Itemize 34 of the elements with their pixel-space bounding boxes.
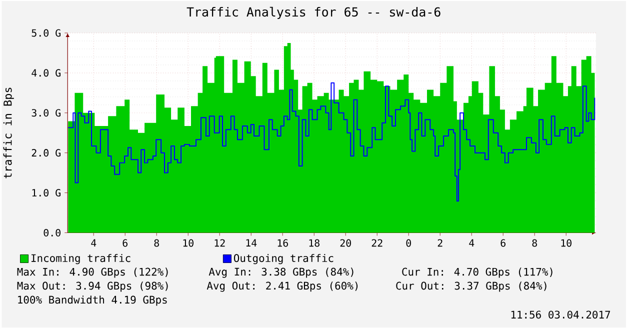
x-tick-label: 4 [469, 239, 474, 247]
y-tick-label: 4.0 G [32, 69, 60, 77]
text: 11:56 03.04.2017 [511, 310, 610, 319]
x-tick-label: 2 [438, 239, 442, 247]
x-tick-label: 0 [406, 239, 411, 247]
text: Avg In: 3.38 GBps (84%) [208, 268, 354, 278]
chart-title: Traffic Analysis for 65 -- sw-da-6 [186, 7, 440, 20]
text: Max In: 4.90 GBps (122%) [17, 268, 168, 278]
y-tick-label: 1.0 G [32, 189, 60, 197]
x-tick-label: 22 [372, 239, 382, 247]
text: Avg Out: 2.41 GBps (60%) [206, 282, 358, 292]
legend-label: Outgoing traffic [234, 254, 334, 264]
text: Max Out: 3.94 GBps (98%) [17, 282, 168, 292]
y-tick-label: 0.0 [44, 229, 60, 237]
x-tick-label: 18 [309, 239, 320, 247]
x-tick-label: 14 [246, 239, 257, 247]
x-tick-label: 8 [532, 239, 537, 247]
x-tick-label: 20 [340, 239, 351, 247]
text: 100% Bandwidth 4.19 GBps [18, 296, 167, 306]
text: Cur Out: 3.37 GBps (84%) [396, 282, 546, 292]
legend-label: Incoming traffic [32, 254, 130, 264]
x-tick-label: 16 [278, 239, 288, 247]
y-tick-label: 5.0 G [32, 29, 60, 37]
text: Cur In: 4.70 GBps (117%) [402, 268, 552, 278]
x-tick-label: 8 [154, 239, 159, 247]
y-tick-label: 2.0 G [32, 149, 60, 157]
x-tick-label: 10 [183, 239, 194, 247]
y-axis-title: traffic in Bps [3, 88, 14, 178]
x-tick-label: 6 [122, 239, 128, 247]
x-tick-label: 6 [500, 239, 506, 247]
x-tick-label: 4 [91, 239, 96, 247]
y-tick-label: 3.0 G [32, 109, 60, 117]
x-tick-label: 10 [561, 239, 572, 247]
x-tick-label: 12 [214, 239, 225, 247]
